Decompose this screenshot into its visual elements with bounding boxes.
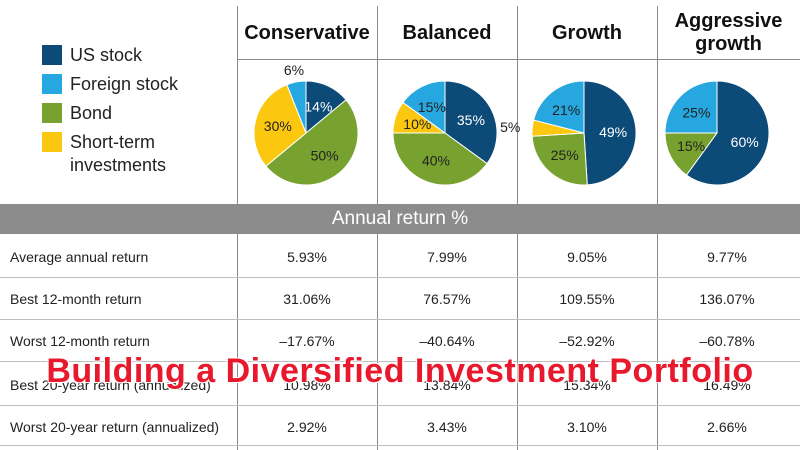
row-divider — [0, 277, 800, 278]
table-cell: 109.55% — [559, 291, 615, 307]
table-cell: 136.07% — [699, 291, 755, 307]
table-cell: 9.77% — [707, 249, 747, 265]
pie-label: 40% — [422, 153, 450, 169]
table-cell: 2.66% — [707, 419, 747, 435]
header-underline — [237, 59, 800, 60]
legend-item-short-term: Short-term investments — [42, 131, 232, 177]
legend-label: Foreign stock — [70, 74, 179, 94]
pie-label: 6% — [284, 62, 304, 78]
pie-slice-foreign-stock — [402, 80, 446, 134]
pie-label: 60% — [731, 134, 759, 150]
pie-slice-bond — [664, 132, 718, 176]
pie-label: 50% — [311, 147, 339, 163]
pie-growth: 49% 25% 5% 21% — [500, 80, 637, 186]
table-cell: 16.49% — [703, 377, 751, 393]
pie-conservative: 14% 50% 30% 6% — [253, 62, 359, 186]
pie-aggressive-growth: 60% 15% 25% — [664, 80, 770, 186]
pie-label: 10% — [403, 116, 431, 132]
legend-swatch-foreign-stock — [42, 74, 62, 94]
column-header-balanced: Balanced — [402, 21, 492, 44]
pie-label: 30% — [264, 118, 292, 134]
table-cell: 3.10% — [567, 419, 607, 435]
pie-slice-foreign-stock — [533, 80, 585, 134]
table-cell: 13.84% — [423, 377, 471, 393]
column-header-conservative: Conservative — [244, 21, 370, 44]
section-band: Annual return % — [0, 204, 800, 234]
pie-label: 15% — [418, 99, 446, 115]
pie-label: 25% — [682, 104, 710, 120]
overlay-title: Building a Diversified Investment Portfo… — [46, 352, 754, 390]
row-divider — [0, 319, 800, 320]
table-cell: –17.67% — [279, 333, 335, 349]
table-cell: 3.43% — [427, 419, 467, 435]
pie-label: 14% — [304, 99, 332, 115]
row-label: Best 20-year return (annualized) — [10, 377, 211, 393]
pie-slice-bond — [531, 132, 588, 186]
pie-slice-foreign-stock — [286, 80, 307, 134]
pie-label: 25% — [551, 147, 579, 163]
pie-label: 15% — [677, 138, 705, 154]
pie-slice-us-stock — [685, 80, 770, 186]
pie-label: 49% — [599, 124, 627, 140]
pie-slice-us-stock — [583, 80, 637, 186]
legend-label: Bond — [70, 103, 113, 123]
pie-slice-short-term-investments — [253, 84, 307, 167]
row-label: Best 12-month return — [10, 291, 142, 307]
table-cell: 2.92% — [287, 419, 327, 435]
table-cell: 10.98% — [283, 377, 331, 393]
column-header-aggressive-growth: Aggressive growth — [674, 10, 783, 55]
pie-slice-foreign-stock — [664, 80, 718, 134]
pie-slice-us-stock — [444, 80, 498, 165]
row-label: Worst 12-month return — [10, 333, 150, 349]
legend-swatch-us-stock — [42, 45, 62, 65]
pie-label: 21% — [552, 102, 580, 118]
legend-label: US stock — [70, 45, 143, 65]
legend-item-us-stock: US stock — [42, 44, 232, 67]
section-band-title: Annual return % — [331, 208, 469, 229]
table-cell: 5.93% — [287, 249, 327, 265]
legend-item-foreign-stock: Foreign stock — [42, 73, 232, 96]
row-divider — [0, 361, 800, 362]
row-label: Worst 20-year return (annualized) — [10, 419, 220, 435]
pie-balanced: 35% 40% 10%15% — [392, 80, 498, 186]
table-cell: 15.34% — [563, 377, 611, 393]
row-label: Average annual return — [10, 249, 149, 265]
table-cell: 76.57% — [423, 291, 471, 307]
pie-label: 35% — [457, 112, 485, 128]
table-cell: 7.99% — [427, 249, 467, 265]
legend: US stock Foreign stock Bond Short-term i… — [42, 44, 232, 183]
pie-slice-bond — [265, 99, 359, 186]
row-divider — [0, 405, 800, 406]
legend-item-bond: Bond — [42, 102, 232, 125]
pie-slice-bond — [392, 132, 488, 186]
table-cell: –40.64% — [419, 333, 475, 349]
legend-swatch-bond — [42, 103, 62, 123]
column-header-growth: Growth — [552, 21, 622, 44]
pie-label: 5% — [500, 119, 520, 135]
legend-label: Short-term investments — [70, 132, 167, 175]
legend-swatch-short-term — [42, 132, 62, 152]
table-cell: 9.05% — [567, 249, 607, 265]
row-divider — [0, 445, 800, 446]
table-cell: 31.06% — [283, 291, 331, 307]
table-cell: –52.92% — [559, 333, 615, 349]
pie-charts: 14%50%30%6%35%40%10%15%49%25%5%21%60%15%… — [253, 62, 770, 186]
table-cell: –60.78% — [699, 333, 755, 349]
